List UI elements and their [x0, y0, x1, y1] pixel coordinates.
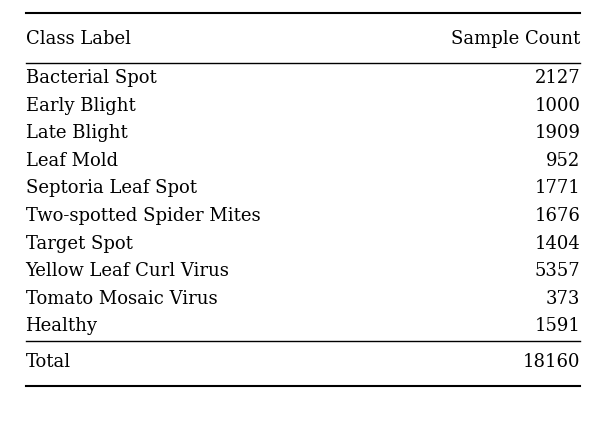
Text: Bacterial Spot: Bacterial Spot — [25, 69, 156, 87]
Text: 373: 373 — [546, 290, 581, 308]
Text: Tomato Mosaic Virus: Tomato Mosaic Virus — [25, 290, 217, 308]
Text: 952: 952 — [546, 152, 581, 170]
Text: 1909: 1909 — [534, 124, 581, 142]
Text: Two-spotted Spider Mites: Two-spotted Spider Mites — [25, 207, 260, 225]
Text: Healthy: Healthy — [25, 318, 98, 336]
Text: Class Label: Class Label — [25, 30, 130, 48]
Text: 1000: 1000 — [534, 97, 581, 115]
Text: Total: Total — [25, 353, 71, 371]
Text: 1404: 1404 — [534, 235, 581, 253]
Text: 18160: 18160 — [523, 353, 581, 371]
Text: Target Spot: Target Spot — [25, 235, 132, 253]
Text: 2127: 2127 — [535, 69, 581, 87]
Text: Late Blight: Late Blight — [25, 124, 127, 142]
Text: 5357: 5357 — [535, 262, 581, 280]
Text: Early Blight: Early Blight — [25, 97, 135, 115]
Text: 1591: 1591 — [534, 318, 581, 336]
Text: 1771: 1771 — [534, 180, 581, 198]
Text: Yellow Leaf Curl Virus: Yellow Leaf Curl Virus — [25, 262, 230, 280]
Text: Septoria Leaf Spot: Septoria Leaf Spot — [25, 180, 196, 198]
Text: Leaf Mold: Leaf Mold — [25, 152, 118, 170]
Text: Sample Count: Sample Count — [451, 30, 581, 48]
Text: 1676: 1676 — [534, 207, 581, 225]
